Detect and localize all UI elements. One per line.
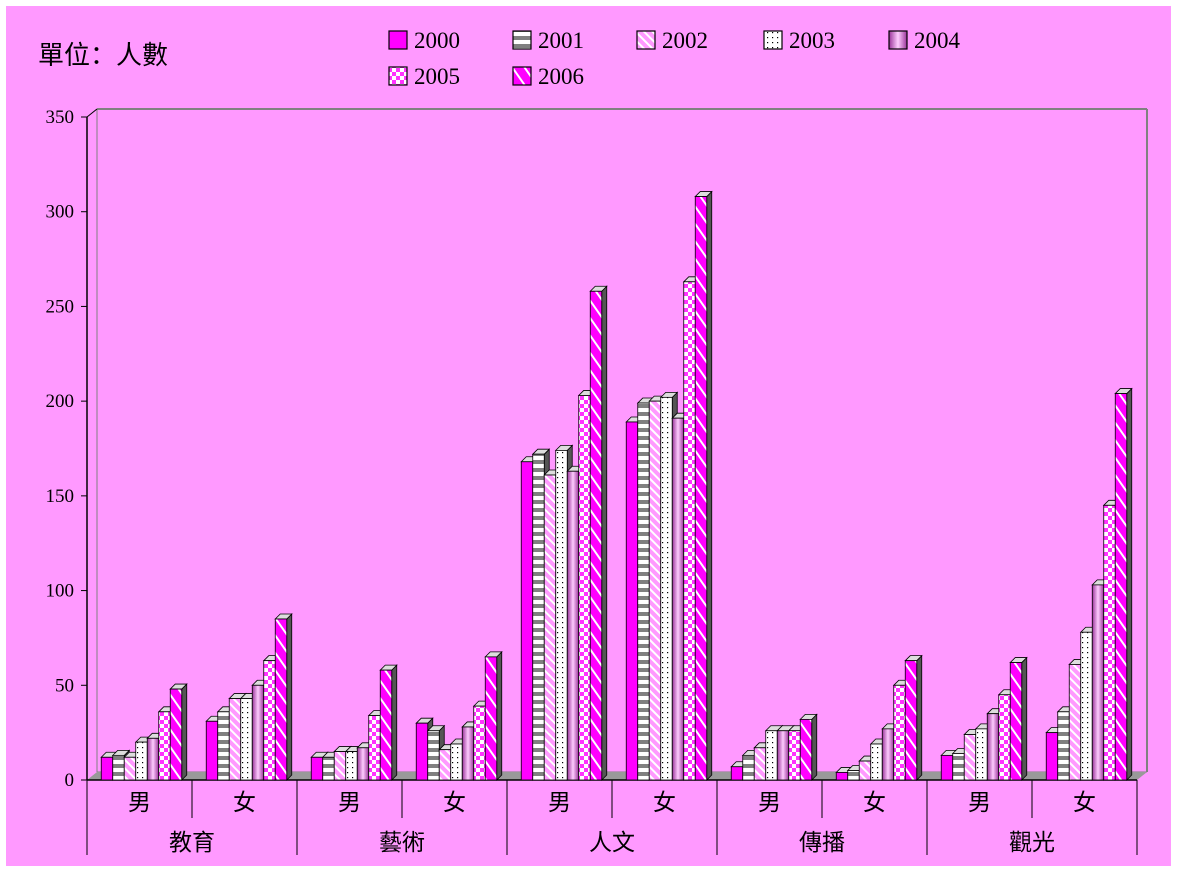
legend-label: 2001 <box>538 28 584 53</box>
legend-item-2005: 2005 <box>388 64 460 89</box>
legend-swatch <box>512 66 532 86</box>
legend-item-2002: 2002 <box>636 28 708 53</box>
y-tick-label: 350 <box>46 107 75 128</box>
y-tick-label: 0 <box>65 770 75 791</box>
legend-label: 2006 <box>538 64 584 89</box>
legend-item-2006: 2006 <box>512 64 584 89</box>
bar-2006-8 <box>1009 656 1028 781</box>
x-sub-label: 男 <box>338 790 361 815</box>
y-tick-label: 50 <box>55 675 74 696</box>
x-group-label: 觀光 <box>1009 830 1055 855</box>
x-sub-label: 男 <box>128 790 151 815</box>
bar-2006-1 <box>274 613 293 781</box>
legend-swatch <box>512 30 532 50</box>
legend-item-2003: 2003 <box>763 28 835 53</box>
x-group-label: 教育 <box>169 830 215 855</box>
x-sub-label: 女 <box>653 790 676 815</box>
y-tick-label: 250 <box>46 296 75 317</box>
plot-frame <box>86 108 1148 781</box>
bar-2006-7 <box>904 654 923 781</box>
legend-label: 2003 <box>789 28 835 53</box>
bar-2006-0 <box>169 683 188 781</box>
unit-label: 單位：人數 <box>38 41 168 70</box>
y-tick-label: 150 <box>46 486 75 507</box>
x-axis: 男女教育男 女藝術男 女人文男 女傳播男 女觀光 <box>86 780 1138 855</box>
bar-2006-4 <box>589 285 608 781</box>
legend-item-2000: 2000 <box>388 28 460 53</box>
y-tick-label: 200 <box>46 391 75 412</box>
legend-swatch <box>763 30 783 50</box>
x-sub-label: 男 <box>968 790 991 815</box>
x-group-label: 藝術 <box>379 830 425 855</box>
bar-2006-9 <box>1114 387 1133 781</box>
bar-2006-2 <box>379 664 398 781</box>
y-tick-label: 300 <box>46 202 75 223</box>
legend-swatch <box>388 30 408 50</box>
x-sub-label: 女 <box>1073 790 1096 815</box>
bar-2006-6 <box>799 713 818 781</box>
x-sub-label: 男 <box>758 790 781 815</box>
bar-2006-5 <box>694 190 713 781</box>
legend-item-2001: 2001 <box>512 28 584 53</box>
x-group-label: 人文 <box>589 830 635 855</box>
legend-item-2004: 2004 <box>888 28 961 53</box>
x-sub-label: 女 <box>443 790 466 815</box>
legend-swatch <box>636 30 656 50</box>
x-sub-label: 女 <box>233 790 256 815</box>
x-sub-label: 女 <box>863 790 886 815</box>
legend-label: 2004 <box>914 28 961 53</box>
bar-2006-3 <box>484 650 503 781</box>
legend-label: 2000 <box>414 28 460 53</box>
x-group-label: 傳播 <box>799 830 845 855</box>
legend-label: 2002 <box>662 28 708 53</box>
legend-swatch <box>388 66 408 86</box>
y-axis: 0 50 100 150 200 250 300 350 <box>46 107 87 791</box>
x-sub-label: 男 <box>548 790 571 815</box>
legend-label: 2005 <box>414 64 460 89</box>
y-tick-label: 100 <box>46 581 75 602</box>
bars <box>100 190 1133 781</box>
legend-swatch <box>888 30 908 50</box>
legend: 2000 2001 2002 2003 2004 2005 2006 <box>388 28 961 89</box>
